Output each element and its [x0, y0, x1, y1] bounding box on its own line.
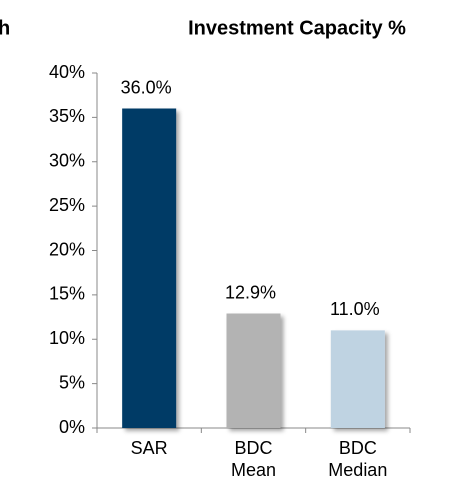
value-label: 11.0%: [330, 299, 380, 319]
y-tick-label: 20%: [49, 239, 85, 259]
bar: [330, 330, 385, 428]
y-tick-label: 35%: [49, 106, 85, 126]
x-tick-label: BDC Median: [328, 438, 388, 480]
y-tick-label: 25%: [49, 195, 85, 215]
bar: [226, 313, 281, 428]
y-tick-label: 40%: [49, 62, 85, 82]
chart-title: Investment Capacity %: [188, 17, 406, 39]
y-tick-label: 10%: [49, 328, 85, 348]
fragment: h: [0, 17, 10, 39]
bar: [122, 108, 177, 428]
y-tick-label: 15%: [49, 284, 85, 304]
y-tick-label: 5%: [59, 372, 85, 392]
value-label: 12.9%: [225, 282, 276, 302]
x-tick-label: SAR: [130, 438, 168, 458]
y-tick-label: 30%: [49, 151, 85, 171]
x-tick-label: BDC Mean: [230, 438, 277, 480]
y-tick-label: 0%: [59, 417, 85, 437]
value-label: 36.0%: [121, 77, 172, 97]
